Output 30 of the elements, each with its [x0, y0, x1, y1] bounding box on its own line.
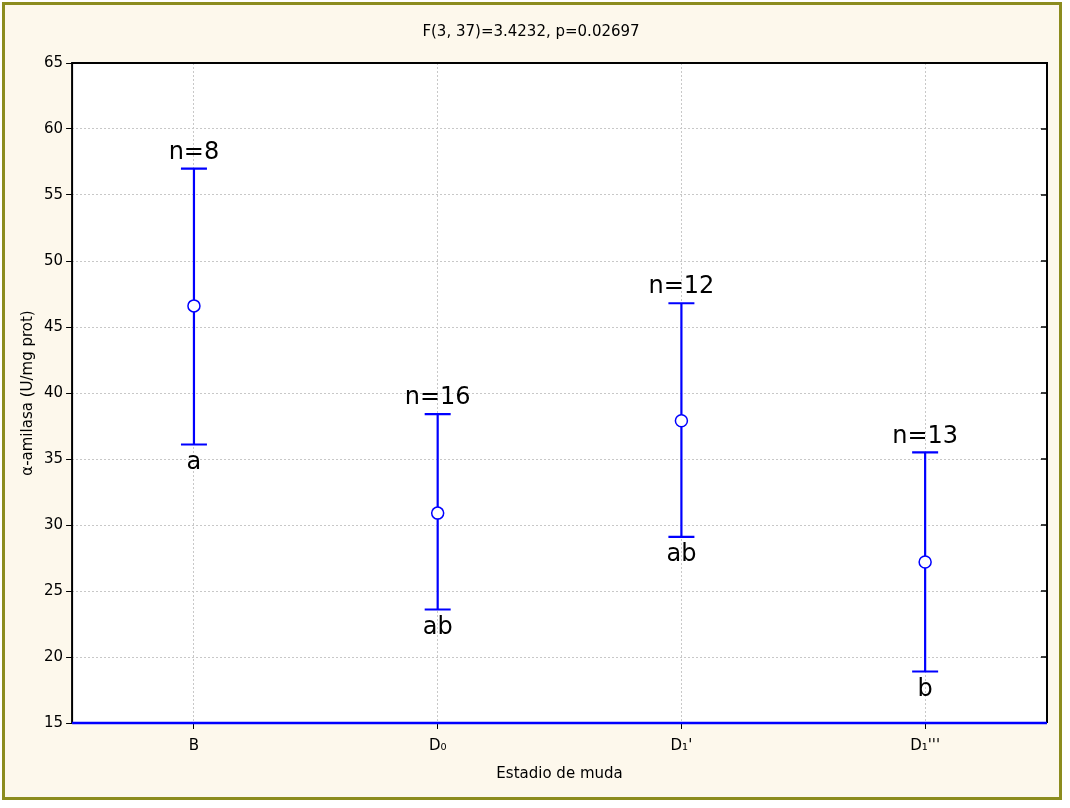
y-axis-title: α-amilasa (U/mg prot) [17, 310, 36, 476]
point [674, 413, 689, 428]
annotation: n=8 [168, 136, 220, 165]
annotation: n=12 [648, 271, 715, 300]
annotation: n=13 [892, 420, 959, 449]
annotation: b [917, 673, 933, 702]
annotation: n=16 [404, 382, 471, 411]
y-tick-label: 25 [43, 580, 64, 599]
y-tick-label: 20 [43, 646, 64, 665]
annotation: a [186, 446, 202, 475]
x-tick-label: D₁' [670, 735, 693, 754]
y-tick-label: 15 [43, 712, 64, 731]
y-tick-label: 40 [43, 382, 64, 401]
y-tick-label: 50 [43, 250, 64, 269]
y-tick-label: 55 [43, 184, 64, 203]
annotation: ab [666, 539, 697, 568]
point [918, 555, 932, 569]
annotation: ab [422, 611, 453, 640]
y-tick-label: 60 [43, 118, 64, 137]
x-tick-label: D₀ [428, 735, 447, 754]
y-tick-label: 65 [43, 52, 64, 71]
x-tick-label: D₁''' [910, 735, 941, 754]
chart-title: F(3, 37)=3.4232, p=0.02697 [422, 21, 640, 40]
y-tick-label: 30 [43, 514, 64, 533]
point [430, 506, 445, 520]
x-tick-label: B [188, 735, 200, 754]
point [187, 299, 201, 313]
y-tick-label: 35 [43, 448, 64, 467]
x-axis-title: Estadio de muda [496, 763, 623, 782]
y-tick-label: 45 [43, 316, 64, 335]
